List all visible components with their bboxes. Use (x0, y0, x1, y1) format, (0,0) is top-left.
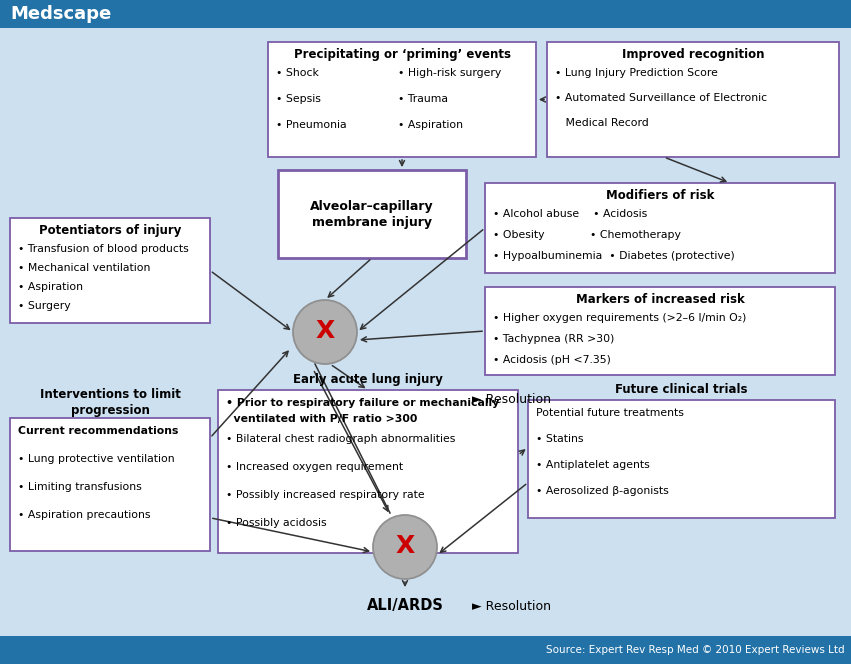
Text: Interventions to limit: Interventions to limit (39, 388, 180, 401)
FancyBboxPatch shape (0, 0, 851, 28)
Text: Alveolar–capillary: Alveolar–capillary (310, 200, 434, 213)
FancyBboxPatch shape (268, 42, 536, 157)
Text: • Aspiration: • Aspiration (398, 120, 463, 130)
Text: • Automated Surveillance of Electronic: • Automated Surveillance of Electronic (555, 93, 767, 103)
FancyBboxPatch shape (528, 400, 835, 518)
Text: • Obesity             • Chemotherapy: • Obesity • Chemotherapy (493, 230, 681, 240)
Text: Early acute lung injury: Early acute lung injury (293, 373, 443, 386)
Text: progression: progression (71, 404, 150, 417)
Text: ► Resolution: ► Resolution (472, 393, 551, 406)
Text: • Bilateral chest radiograph abnormalities: • Bilateral chest radiograph abnormaliti… (226, 434, 455, 444)
Text: • Sepsis: • Sepsis (276, 94, 321, 104)
Text: ALI/ARDS: ALI/ARDS (367, 598, 443, 613)
Text: • Statins: • Statins (536, 434, 584, 444)
Text: • Aerosolized β-agonists: • Aerosolized β-agonists (536, 486, 669, 496)
Text: • Higher oxygen requirements (>2–6 l/min O₂): • Higher oxygen requirements (>2–6 l/min… (493, 313, 746, 323)
Text: X: X (396, 534, 414, 558)
Text: • Possibly increased respiratory rate: • Possibly increased respiratory rate (226, 490, 425, 500)
Text: • Transfusion of blood products: • Transfusion of blood products (18, 244, 189, 254)
Text: Current recommendations: Current recommendations (18, 426, 179, 436)
Circle shape (373, 515, 437, 579)
FancyBboxPatch shape (278, 170, 466, 258)
Text: • Hypoalbuminemia  • Diabetes (protective): • Hypoalbuminemia • Diabetes (protective… (493, 251, 734, 261)
Text: Potential future treatments: Potential future treatments (536, 408, 684, 418)
Text: • Limiting transfusions: • Limiting transfusions (18, 482, 142, 492)
Text: Improved recognition: Improved recognition (622, 48, 764, 61)
Text: • Antiplatelet agents: • Antiplatelet agents (536, 460, 650, 470)
Text: • Possibly acidosis: • Possibly acidosis (226, 518, 327, 528)
Text: • Trauma: • Trauma (398, 94, 448, 104)
Text: • Acidosis (pH <7.35): • Acidosis (pH <7.35) (493, 355, 611, 365)
Text: • Prior to respiratory failure or mechanically: • Prior to respiratory failure or mechan… (226, 398, 500, 408)
FancyBboxPatch shape (10, 418, 210, 551)
Text: • Mechanical ventilation: • Mechanical ventilation (18, 263, 151, 273)
FancyBboxPatch shape (485, 287, 835, 375)
Text: Potentiators of injury: Potentiators of injury (39, 224, 181, 237)
Text: • Aspiration: • Aspiration (18, 282, 83, 292)
Text: Source: Expert Rev Resp Med © 2010 Expert Reviews Ltd: Source: Expert Rev Resp Med © 2010 Exper… (546, 645, 845, 655)
FancyBboxPatch shape (10, 218, 210, 323)
Text: Markers of increased risk: Markers of increased risk (575, 293, 745, 306)
Text: Modifiers of risk: Modifiers of risk (606, 189, 714, 202)
Text: ventilated with P/F ratio >300: ventilated with P/F ratio >300 (226, 414, 417, 424)
Text: • Surgery: • Surgery (18, 301, 71, 311)
FancyBboxPatch shape (0, 636, 851, 664)
Text: • Lung Injury Prediction Score: • Lung Injury Prediction Score (555, 68, 718, 78)
FancyBboxPatch shape (485, 183, 835, 273)
Text: membrane injury: membrane injury (312, 216, 432, 229)
Text: • High-risk surgery: • High-risk surgery (398, 68, 501, 78)
Text: • Shock: • Shock (276, 68, 319, 78)
Text: • Increased oxygen requirement: • Increased oxygen requirement (226, 462, 403, 472)
Text: Medscape: Medscape (10, 5, 111, 23)
Text: X: X (316, 319, 334, 343)
Text: • Pneumonia: • Pneumonia (276, 120, 346, 130)
Text: Future clinical trials: Future clinical trials (615, 383, 748, 396)
Text: Medical Record: Medical Record (555, 118, 648, 128)
FancyBboxPatch shape (218, 390, 518, 553)
FancyBboxPatch shape (547, 42, 839, 157)
Text: • Aspiration precautions: • Aspiration precautions (18, 510, 151, 520)
Text: • Lung protective ventilation: • Lung protective ventilation (18, 454, 174, 464)
Text: • Alcohol abuse    • Acidosis: • Alcohol abuse • Acidosis (493, 209, 648, 219)
Text: • Tachypnea (RR >30): • Tachypnea (RR >30) (493, 334, 614, 344)
Text: Precipitating or ‘priming’ events: Precipitating or ‘priming’ events (294, 48, 511, 61)
Circle shape (293, 300, 357, 364)
Text: ► Resolution: ► Resolution (472, 600, 551, 613)
